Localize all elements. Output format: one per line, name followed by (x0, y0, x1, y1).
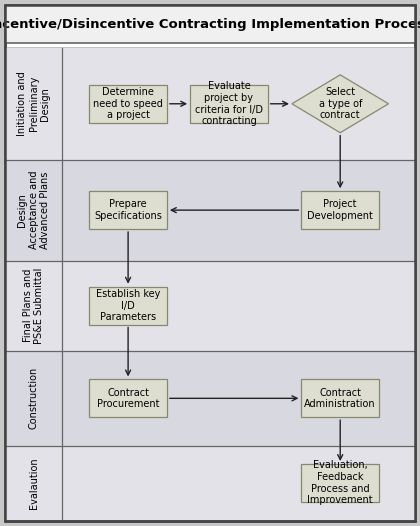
FancyBboxPatch shape (302, 379, 379, 417)
Text: Construction: Construction (29, 367, 39, 429)
FancyBboxPatch shape (190, 85, 268, 123)
Text: Evaluate
project by
criteria for I/D
contracting: Evaluate project by criteria for I/D con… (195, 82, 263, 126)
FancyBboxPatch shape (5, 446, 415, 520)
FancyBboxPatch shape (302, 464, 379, 502)
FancyBboxPatch shape (5, 48, 415, 160)
FancyBboxPatch shape (89, 85, 167, 123)
FancyBboxPatch shape (302, 191, 379, 229)
Text: Contract
Administration: Contract Administration (304, 388, 376, 409)
FancyBboxPatch shape (5, 351, 415, 446)
Text: Determine
need to speed
a project: Determine need to speed a project (93, 87, 163, 120)
Text: Initiation and
Preliminary
Design: Initiation and Preliminary Design (17, 72, 50, 136)
FancyBboxPatch shape (89, 379, 167, 417)
FancyBboxPatch shape (89, 287, 167, 325)
FancyBboxPatch shape (5, 5, 415, 521)
Text: Establish key
I/D
Parameters: Establish key I/D Parameters (96, 289, 160, 322)
Text: Project
Development: Project Development (307, 199, 373, 221)
Text: Incentive/Disincentive Contracting Implementation Process: Incentive/Disincentive Contracting Imple… (0, 18, 420, 31)
Polygon shape (292, 75, 388, 133)
Text: Evalaution: Evalaution (29, 457, 39, 509)
FancyBboxPatch shape (5, 160, 415, 260)
Text: Contract
Procurement: Contract Procurement (97, 388, 159, 409)
Text: Final Plans and
PS&E Submittal: Final Plans and PS&E Submittal (23, 267, 45, 344)
FancyBboxPatch shape (89, 191, 167, 229)
Text: Design
Acceptance and
Advanced Plans: Design Acceptance and Advanced Plans (17, 171, 50, 249)
Text: Select
a type of
contract: Select a type of contract (318, 87, 362, 120)
Text: Prepare
Specifications: Prepare Specifications (94, 199, 162, 221)
FancyBboxPatch shape (5, 5, 415, 43)
FancyBboxPatch shape (5, 260, 415, 351)
Text: Evaluation,
Feedback
Process and
Improvement: Evaluation, Feedback Process and Improve… (307, 460, 373, 505)
